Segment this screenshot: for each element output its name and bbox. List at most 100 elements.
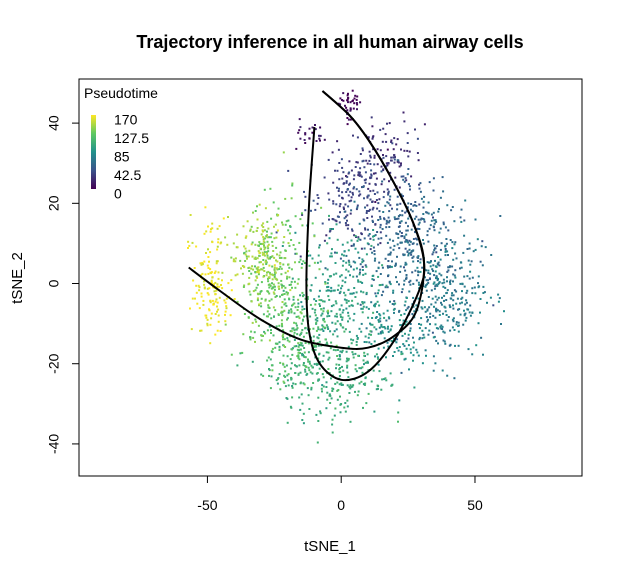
cell-point (415, 304, 418, 307)
cell-point (421, 307, 424, 310)
cell-point (218, 225, 221, 228)
cell-point (324, 338, 327, 341)
cell-point (323, 320, 326, 323)
cell-point (332, 200, 335, 203)
cell-point (304, 297, 307, 300)
cell-point (432, 177, 435, 180)
cell-point (345, 307, 348, 310)
cell-point (410, 228, 413, 231)
cell-point (288, 266, 291, 269)
cell-point (398, 399, 401, 402)
cell-point (308, 360, 311, 363)
cell-point (286, 317, 289, 320)
cell-point (337, 190, 340, 192)
cell-point (371, 219, 374, 222)
cell-point (407, 168, 410, 170)
cell-point (351, 191, 354, 194)
cell-point (432, 355, 435, 358)
cell-point (284, 271, 287, 274)
cell-point (425, 279, 428, 282)
cell-point (286, 270, 289, 273)
cell-point (298, 334, 301, 337)
cell-point (321, 360, 324, 363)
cell-point (387, 202, 390, 205)
cell-point (297, 354, 300, 357)
cell-point (263, 251, 266, 254)
cell-point (325, 341, 328, 344)
cell-point (297, 356, 300, 359)
cell-point (337, 102, 340, 105)
cell-point (258, 241, 261, 244)
cell-point (435, 283, 438, 286)
cell-point (404, 332, 406, 335)
cell-point (294, 261, 296, 264)
cell-point (347, 289, 350, 291)
cell-point (214, 293, 217, 296)
cell-point (270, 217, 273, 220)
cell-point (292, 303, 295, 306)
cell-point (291, 327, 294, 330)
cell-point (369, 190, 372, 193)
cell-point (368, 233, 371, 235)
cell-point (403, 266, 405, 269)
cell-point (363, 197, 365, 200)
cell-point (403, 180, 406, 183)
cell-point (482, 285, 485, 288)
cell-point (474, 248, 477, 251)
cell-point (352, 356, 355, 359)
cell-point (452, 299, 455, 302)
cell-point (260, 305, 263, 308)
cell-point (346, 123, 349, 126)
cell-point (322, 325, 325, 328)
cell-point (263, 244, 265, 247)
cell-point (370, 380, 373, 383)
cell-point (433, 287, 436, 290)
cell-point (481, 264, 484, 267)
cell-point (379, 231, 382, 234)
cell-point (262, 222, 265, 225)
cell-point (243, 245, 246, 248)
cell-point (339, 411, 342, 414)
cell-point (365, 327, 368, 330)
cell-point (382, 196, 385, 199)
cell-point (273, 225, 275, 228)
cell-point (345, 268, 348, 271)
cell-point (455, 321, 458, 324)
cell-point (265, 274, 268, 277)
cell-point (377, 275, 380, 278)
cell-point (352, 319, 355, 322)
cell-point (337, 148, 340, 151)
cell-point (350, 244, 353, 247)
cell-point (267, 315, 269, 318)
cell-point (411, 303, 414, 306)
cell-point (299, 352, 301, 354)
cell-point (409, 351, 412, 354)
cell-point (349, 420, 352, 423)
cell-point (303, 315, 305, 318)
cell-point (378, 198, 381, 201)
cell-point (352, 268, 355, 271)
cell-point (209, 299, 212, 302)
cell-point (443, 331, 446, 334)
cell-point (434, 295, 437, 298)
cell-point (471, 353, 474, 356)
cell-point (284, 346, 287, 348)
cell-point (373, 410, 376, 413)
cell-point (360, 322, 363, 325)
cell-point (295, 147, 298, 150)
cell-point (256, 297, 259, 300)
cell-point (415, 215, 418, 218)
cell-point (262, 266, 265, 269)
cell-point (328, 198, 331, 201)
cell-point (393, 188, 396, 191)
cell-point (435, 308, 438, 311)
cell-point (335, 363, 338, 366)
cell-point (328, 237, 331, 240)
cell-point (218, 296, 221, 299)
cell-point (301, 352, 304, 355)
cell-point (392, 148, 395, 151)
x-tick-label: -50 (197, 497, 217, 513)
cell-point (366, 242, 369, 245)
cell-point (372, 148, 375, 151)
cell-point (327, 312, 329, 315)
